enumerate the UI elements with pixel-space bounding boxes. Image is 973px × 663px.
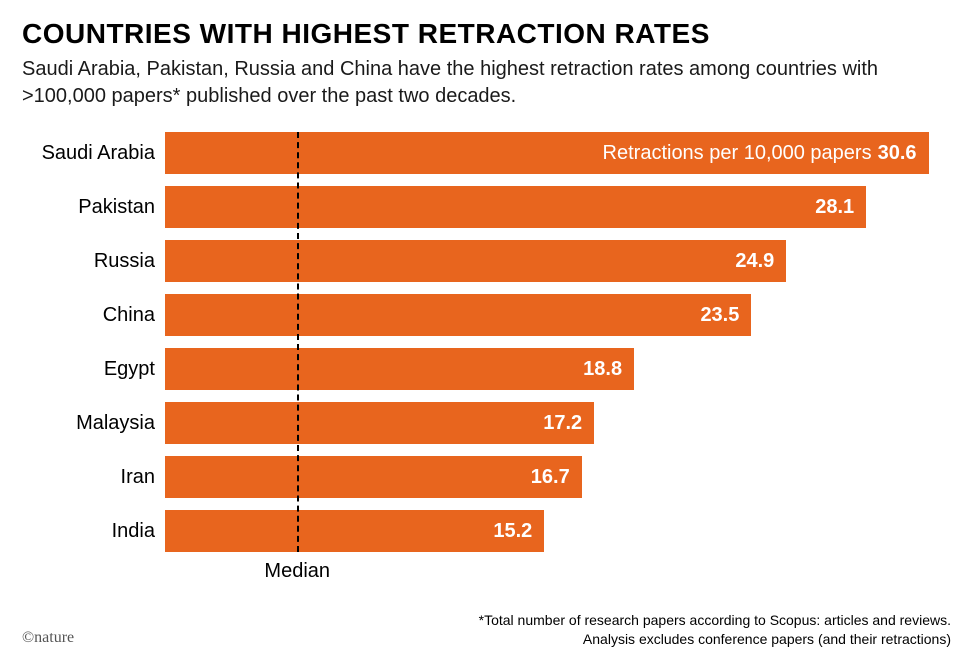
bar-value: 18.8: [583, 358, 622, 381]
category-label: China: [22, 304, 165, 327]
bar-track: 18.8: [165, 348, 951, 390]
bar-value: 17.2: [543, 412, 582, 435]
chart-title: COUNTRIES WITH HIGHEST RETRACTION RATES: [22, 18, 951, 50]
category-label: Egypt: [22, 358, 165, 381]
bar-value: 16.7: [531, 466, 570, 489]
category-label: Saudi Arabia: [22, 142, 165, 165]
bar-track: 23.5: [165, 294, 951, 336]
chart-row: Iran 16.7: [22, 456, 951, 498]
chart-subtitle: Saudi Arabia, Pakistan, Russia and China…: [22, 56, 951, 110]
category-label: Pakistan: [22, 196, 165, 219]
median-line: [297, 132, 299, 552]
category-label: India: [22, 520, 165, 543]
bar-value: 28.1: [815, 196, 854, 219]
bar-track: Retractions per 10,000 papers 30.6: [165, 132, 951, 174]
bar: 15.2: [165, 510, 544, 552]
bar: Retractions per 10,000 papers 30.6: [165, 132, 929, 174]
bar: 28.1: [165, 186, 866, 228]
chart-row: Russia 24.9: [22, 240, 951, 282]
chart-footnote: *Total number of research papers accordi…: [431, 611, 951, 649]
category-label: Malaysia: [22, 412, 165, 435]
bar-track: 17.2: [165, 402, 951, 444]
bar-track: 24.9: [165, 240, 951, 282]
bar-track: 16.7: [165, 456, 951, 498]
bar-chart: Saudi ArabiaRetractions per 10,000 paper…: [22, 132, 951, 588]
chart-row: Egypt 18.8: [22, 348, 951, 390]
bar: 24.9: [165, 240, 786, 282]
category-label: Iran: [22, 466, 165, 489]
bar-value: 15.2: [493, 520, 532, 543]
category-label: Russia: [22, 250, 165, 273]
bar: 16.7: [165, 456, 582, 498]
source-credit: ©nature: [22, 629, 74, 647]
bar-value: 23.5: [700, 304, 739, 327]
bar-track: 28.1: [165, 186, 951, 228]
chart-row: Malaysia 17.2: [22, 402, 951, 444]
chart-row: Pakistan 28.1: [22, 186, 951, 228]
median-label: Median: [264, 560, 330, 583]
bar: 18.8: [165, 348, 634, 390]
chart-row: India 15.2: [22, 510, 951, 552]
bar-value: 24.9: [735, 250, 774, 273]
bar-track: 15.2: [165, 510, 951, 552]
bar-value: 30.6: [878, 142, 917, 165]
chart-row: Saudi ArabiaRetractions per 10,000 paper…: [22, 132, 951, 174]
bar: 17.2: [165, 402, 594, 444]
bar: 23.5: [165, 294, 751, 336]
chart-row: China 23.5: [22, 294, 951, 336]
bar-inline-label: Retractions per 10,000 papers: [603, 142, 872, 165]
